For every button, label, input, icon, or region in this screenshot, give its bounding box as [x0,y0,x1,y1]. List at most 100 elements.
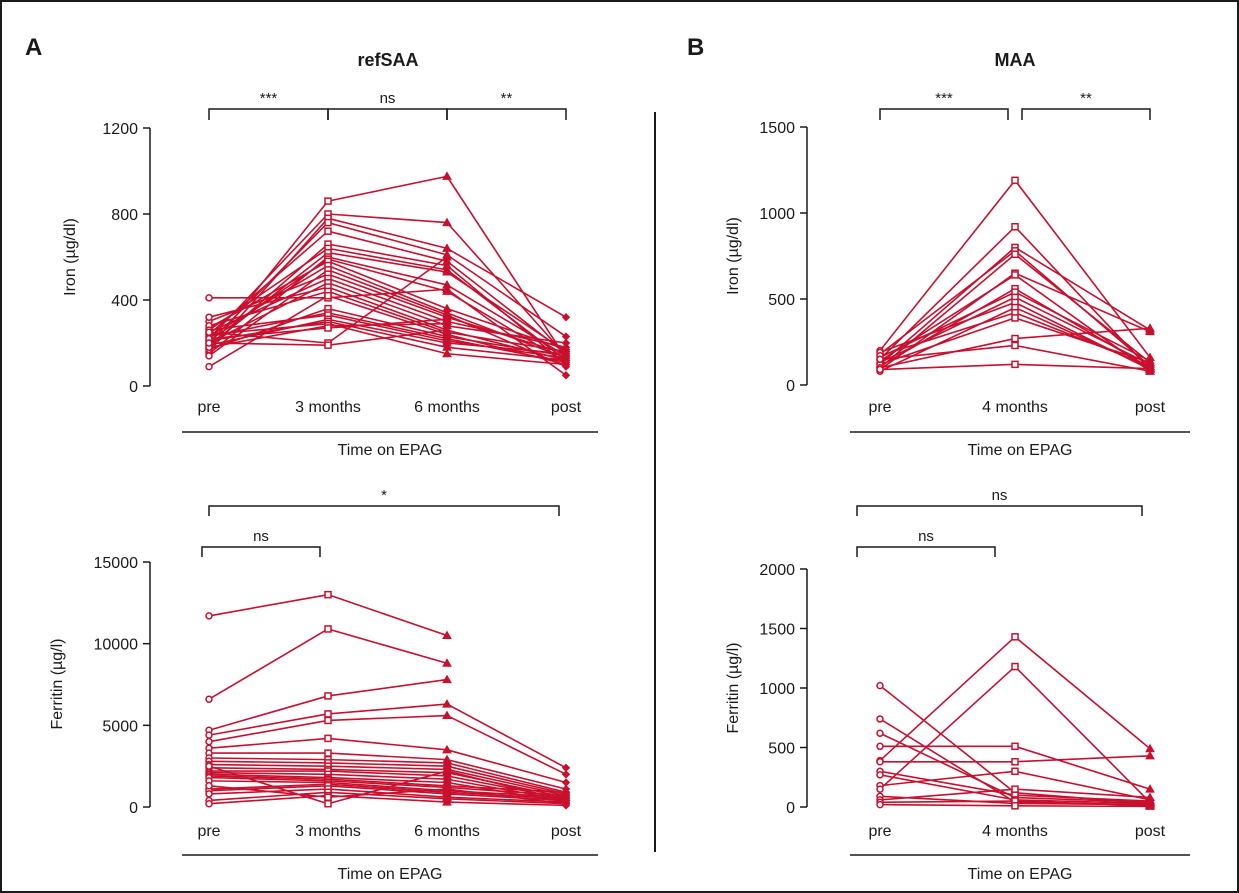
y-tick-label: 500 [768,741,795,758]
data-point-triangle [1145,323,1155,332]
patient-series-line [208,260,567,351]
patient-series-line [208,784,567,805]
panel-title-refsaa: refSAA [357,50,418,70]
x-category-label: 6 months [414,823,480,840]
data-point-triangle [442,797,452,806]
data-point-square [324,710,332,718]
data-point-circle [205,799,213,808]
x-axis-label: Time on EPAG [338,866,443,883]
patient-series-line [208,703,567,769]
data-point-square [1011,314,1019,322]
data-point-square [1011,223,1019,231]
data-point-triangle [442,744,452,754]
data-point-square [324,692,332,700]
patient-series-line [208,273,567,355]
x-category-label: post [551,823,582,840]
data-point-square [1011,633,1019,641]
patient-series-line [209,752,567,790]
data-point-square [1011,802,1019,810]
y-tick-label: 0 [786,800,795,817]
data-point-triangle [1145,750,1155,760]
data-point-circle [205,695,213,703]
patient-series-line [208,256,567,357]
patient-series-line [208,312,567,364]
iron-maa-plot: 0 500 1000 1500 Iron (µg/dl) pre 4 months post T… [725,90,1190,459]
significance-bracket [1021,108,1151,120]
significance-label: *** [935,90,953,107]
data-point-circle [205,294,213,302]
significance-bracket [208,505,560,516]
data-point-circle [876,758,884,766]
data-point-diamond [561,799,571,808]
panel-letter-a: A [25,34,42,61]
significance-label: * [381,487,387,504]
data-point-diamond [561,371,571,380]
data-point-triangle [442,251,452,261]
y-tick-label: 800 [111,207,138,224]
data-point-circle [876,355,884,363]
data-point-circle [876,715,884,723]
data-point-triangle [442,286,452,295]
data-point-circle [205,362,213,371]
y-axis-label: Ferritin (µg/l) [49,639,66,730]
patient-series-line [208,628,448,700]
patient-series-line [879,636,1151,762]
data-point-square [324,590,332,599]
data-point-triangle [442,171,452,180]
patient-series-line [208,217,567,353]
patient-series-line [208,775,567,794]
data-point-circle [876,800,884,809]
y-tick-label: 15000 [94,555,139,572]
data-point-diamond [561,312,571,322]
y-tick-label: 1000 [759,681,795,698]
data-point-square [324,716,332,725]
data-point-triangle [442,674,452,684]
x-category-label: pre [197,399,220,416]
y-tick-label: 500 [768,292,795,309]
patient-series-line [208,230,567,355]
patient-series-line [208,258,567,364]
patient-series-line [208,784,567,802]
patient-series-line [208,318,567,355]
data-point-square [1011,271,1019,279]
patient-series-line [208,213,567,357]
data-point-square [1011,360,1019,369]
data-point-square [1011,742,1019,751]
x-category-label: pre [868,399,891,416]
patient-series-line [208,757,567,794]
patient-series-line [208,290,567,353]
data-point-square [324,197,332,205]
data-point-triangle [442,658,452,667]
patient-series-line [208,760,567,795]
data-point-triangle [442,314,452,323]
y-tick-label: 1000 [759,206,795,223]
significance-bracket [856,505,1143,516]
patient-series-line [208,776,567,797]
data-point-square [324,341,332,349]
ferritin-maa-plot: 0 500 1000 1500 2000 Ferritin (µg/l) pre 4 mont… [725,487,1190,883]
patient-series-line [209,770,567,800]
data-point-circle [205,339,213,347]
patient-series-line [208,320,567,361]
y-tick-label: 10000 [94,637,139,654]
iron-refsaa-plot: 0 400 800 1200 Iron (µg/dl) pre 3 months 6 mont… [62,90,598,459]
patient-series-line [208,714,567,776]
significance-bracket [208,108,329,120]
significance-label: ns [380,90,396,107]
patient-series-line [208,773,567,803]
patient-series-line [208,281,567,344]
data-point-circle [876,681,884,690]
y-axis-label: Ferritin (µg/l) [725,643,742,734]
significance-bracket [879,108,1009,120]
x-category-label: 4 months [982,399,1048,416]
data-point-triangle [442,267,452,276]
significance-bracket [856,546,996,557]
patient-series-line [208,765,567,805]
patient-series-line [208,314,567,359]
data-point-triangle [442,630,452,639]
data-point-square [324,227,332,235]
data-point-square [1011,785,1019,793]
data-point-square [324,218,332,227]
data-point-triangle [1145,363,1155,373]
